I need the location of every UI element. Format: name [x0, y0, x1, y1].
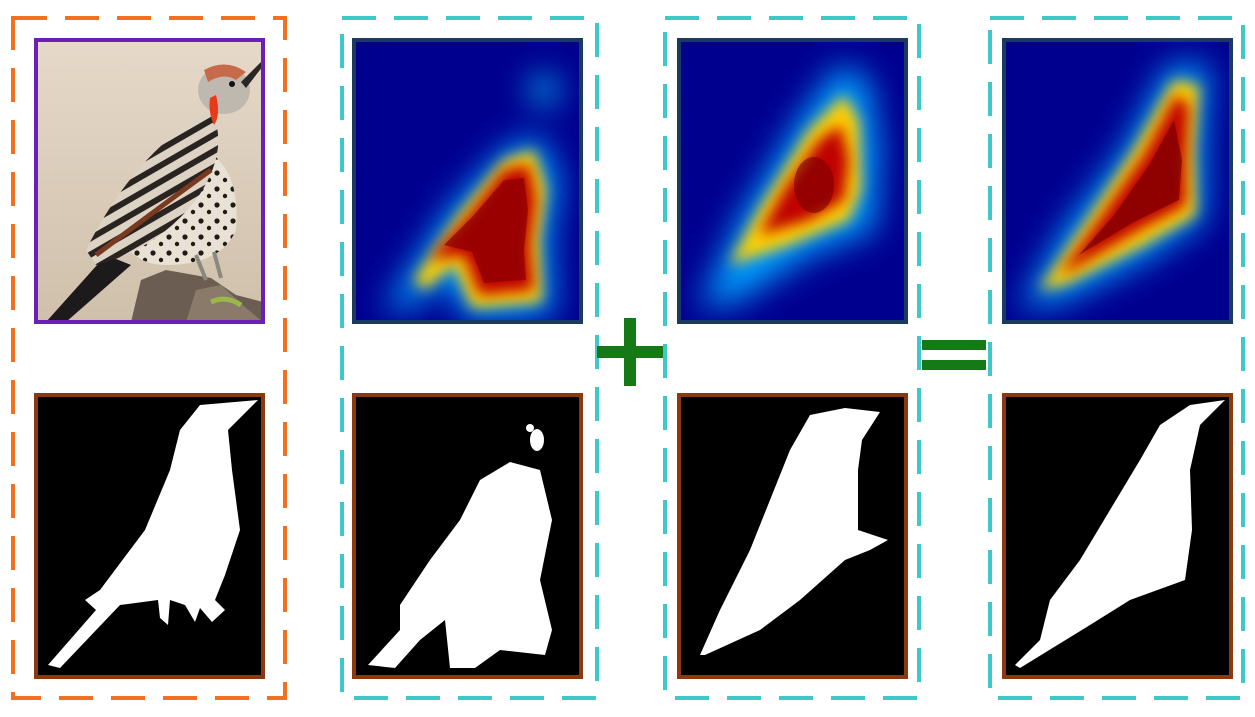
mask-fused [1002, 393, 1233, 679]
attention-map-a [352, 38, 583, 324]
input-group-border [11, 16, 287, 700]
mask-a [352, 393, 583, 679]
bird-photo-icon [34, 38, 265, 324]
equals-operator-icon [922, 340, 986, 370]
ground-truth-bird-silhouette [48, 400, 258, 668]
mask-a-silhouette [368, 462, 552, 668]
map-sum-group-border [988, 16, 1245, 700]
mask-b-silhouette [700, 408, 888, 655]
attention-map-b [677, 38, 908, 324]
attention-map-fused [1002, 38, 1233, 324]
map-b-group-border [663, 16, 921, 700]
mask-b [677, 393, 908, 679]
ground-truth-mask [34, 393, 265, 679]
mask-fused-silhouette [1015, 400, 1225, 668]
plus-operator-icon [597, 318, 663, 386]
